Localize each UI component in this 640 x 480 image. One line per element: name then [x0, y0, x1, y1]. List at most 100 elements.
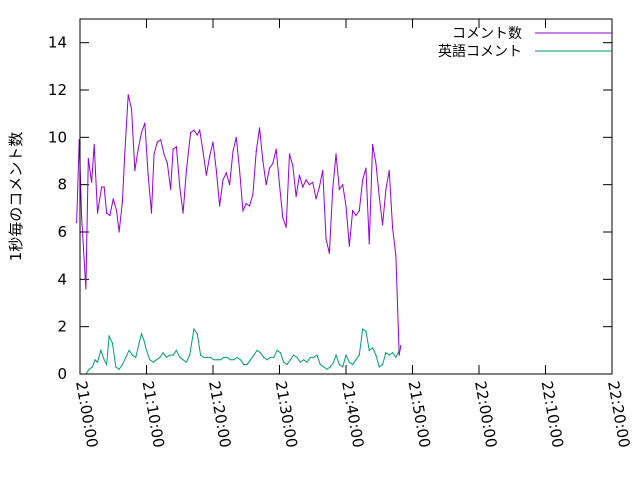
data-point	[335, 354, 337, 356]
plot-frame	[79, 18, 613, 375]
data-point	[375, 162, 377, 164]
data-point	[175, 349, 178, 351]
data-point	[185, 169, 187, 172]
data-point	[388, 354, 390, 356]
data-point	[342, 366, 344, 368]
data-point	[285, 226, 287, 228]
data-point	[205, 174, 207, 176]
data-point	[162, 352, 164, 354]
data-point	[245, 203, 247, 205]
data-point	[172, 354, 174, 356]
data-point	[308, 184, 311, 186]
data-point	[147, 174, 149, 176]
data-point	[94, 359, 96, 361]
data-point	[395, 356, 397, 359]
data-point	[199, 129, 201, 131]
data-point	[137, 148, 139, 150]
data-point	[172, 148, 174, 150]
data-point	[145, 349, 148, 351]
data-point	[223, 356, 225, 359]
data-point	[88, 368, 90, 370]
data-point	[345, 354, 347, 356]
data-point	[289, 359, 291, 361]
data-point	[292, 165, 294, 167]
data-point	[266, 359, 268, 361]
data-point	[170, 188, 172, 190]
data-point	[199, 354, 202, 356]
legend-label: コメント数	[452, 26, 522, 42]
data-point	[111, 342, 114, 344]
data-point	[206, 356, 208, 359]
data-point	[166, 162, 168, 164]
data-point	[309, 356, 311, 359]
data-point	[144, 122, 146, 124]
data-point	[213, 359, 215, 361]
data-point	[391, 226, 394, 228]
data-point	[85, 288, 87, 290]
data-point	[106, 363, 108, 366]
data-point	[112, 198, 114, 200]
data-point	[108, 335, 110, 337]
data-point	[252, 193, 254, 195]
data-point	[118, 368, 120, 370]
data-point	[196, 134, 198, 136]
data-point	[338, 188, 340, 190]
data-point	[190, 132, 192, 134]
data-point	[219, 205, 221, 207]
data-point	[395, 255, 397, 257]
data-point	[115, 366, 117, 368]
data-point	[229, 184, 231, 186]
data-point	[319, 363, 321, 366]
data-point	[352, 210, 354, 212]
data-point	[365, 330, 367, 332]
data-point	[131, 354, 134, 356]
data-point	[385, 188, 387, 190]
data-point	[96, 212, 99, 214]
data-point	[193, 328, 195, 330]
data-point	[272, 162, 274, 164]
data-point	[225, 172, 227, 174]
data-point	[305, 179, 307, 181]
y-tick-label: 12	[48, 81, 67, 99]
data-point	[155, 359, 158, 361]
data-point	[306, 361, 308, 363]
data-point	[100, 349, 102, 351]
data-point	[216, 359, 218, 361]
data-point	[318, 186, 320, 188]
data-point	[328, 252, 330, 254]
data-point	[322, 169, 324, 172]
data-point	[175, 146, 178, 148]
data-point	[235, 136, 237, 138]
data-point	[312, 181, 314, 183]
data-point	[87, 158, 89, 160]
data-point	[152, 361, 154, 363]
data-point	[342, 184, 344, 186]
data-point	[248, 205, 251, 207]
data-point	[355, 214, 357, 217]
y-tick-label: 4	[57, 270, 67, 288]
data-point	[348, 361, 350, 363]
data-point	[365, 167, 367, 169]
data-point	[372, 347, 374, 349]
data-point	[269, 356, 272, 359]
data-point	[302, 186, 304, 188]
series-layer	[76, 94, 402, 375]
data-point	[398, 349, 400, 351]
data-point	[326, 368, 328, 370]
y-tick-label: 8	[57, 176, 67, 194]
data-point	[362, 179, 364, 181]
data-point	[381, 363, 384, 366]
data-point	[203, 356, 205, 359]
data-point	[325, 238, 327, 240]
data-point	[153, 153, 155, 155]
data-point	[140, 132, 143, 134]
data-point	[288, 153, 291, 155]
data-point	[368, 349, 370, 351]
data-point	[296, 356, 298, 359]
y-tick-label: 0	[57, 365, 67, 383]
data-point	[375, 354, 377, 356]
data-point	[101, 186, 103, 188]
data-point	[179, 356, 181, 359]
